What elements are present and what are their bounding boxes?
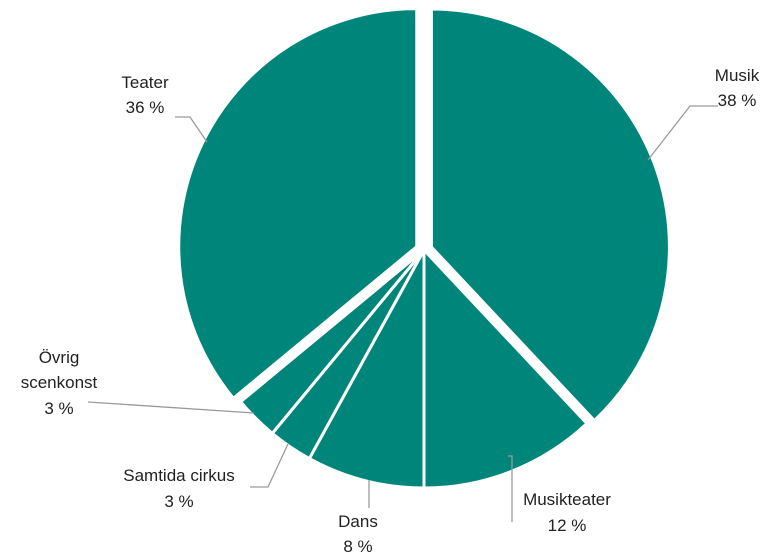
leader-ovrig-scenkonst	[87, 401, 255, 414]
value-musik: 38 %	[718, 91, 757, 110]
pie-slice-dans	[307, 248, 426, 490]
value-ovrig-scenkonst: 3 %	[44, 399, 73, 418]
leader-musik	[647, 105, 718, 161]
label-musik: Musik	[715, 66, 760, 85]
pie-slice-övrig-scenkonst	[239, 248, 426, 435]
label-teater: Teater	[121, 73, 169, 92]
label-ovrig-scenkonst-line2: scenkonst	[21, 373, 98, 392]
leader-teater	[175, 116, 208, 143]
pie-slice-musik	[429, 7, 671, 423]
label-musikteater: Musikteater	[523, 490, 611, 509]
pie-slice-teater	[177, 7, 419, 400]
value-dans: 8 %	[343, 537, 372, 553]
leader-lines	[87, 105, 718, 522]
value-musikteater: 12 %	[548, 516, 587, 535]
label-samtida-cirkus: Samtida cirkus	[123, 466, 234, 485]
value-samtida-cirkus: 3 %	[164, 492, 193, 511]
pie-slices	[177, 7, 671, 490]
value-teater: 36 %	[126, 98, 165, 117]
leader-musikteater	[508, 455, 513, 522]
label-dans: Dans	[338, 512, 378, 531]
leader-samtida-cirkus	[250, 443, 289, 488]
slice-labels: Musik 38 % Musikteater 12 % Dans 8 % Sam…	[21, 66, 760, 553]
label-ovrig-scenkonst-line1: Övrig	[39, 348, 80, 367]
